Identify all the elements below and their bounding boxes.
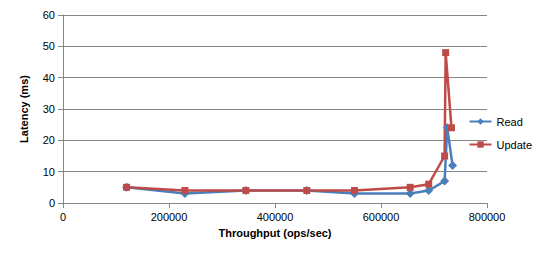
svg-text:200000: 200000	[151, 211, 188, 223]
svg-text:0: 0	[60, 211, 66, 223]
svg-text:800000: 800000	[469, 211, 506, 223]
svg-text:40: 40	[43, 72, 55, 84]
svg-text:600000: 600000	[363, 211, 400, 223]
svg-text:10: 10	[43, 166, 55, 178]
svg-text:30: 30	[43, 103, 55, 115]
svg-text:Latency (ms): Latency (ms)	[18, 75, 30, 143]
svg-text:20: 20	[43, 134, 55, 146]
svg-text:60: 60	[43, 9, 55, 21]
svg-text:400000: 400000	[257, 211, 294, 223]
svg-text:50: 50	[43, 40, 55, 52]
svg-text:Throughput (ops/sec): Throughput (ops/sec)	[218, 227, 331, 239]
svg-text:Read: Read	[497, 116, 523, 128]
svg-text:0: 0	[49, 197, 55, 209]
svg-text:Update: Update	[497, 139, 532, 151]
